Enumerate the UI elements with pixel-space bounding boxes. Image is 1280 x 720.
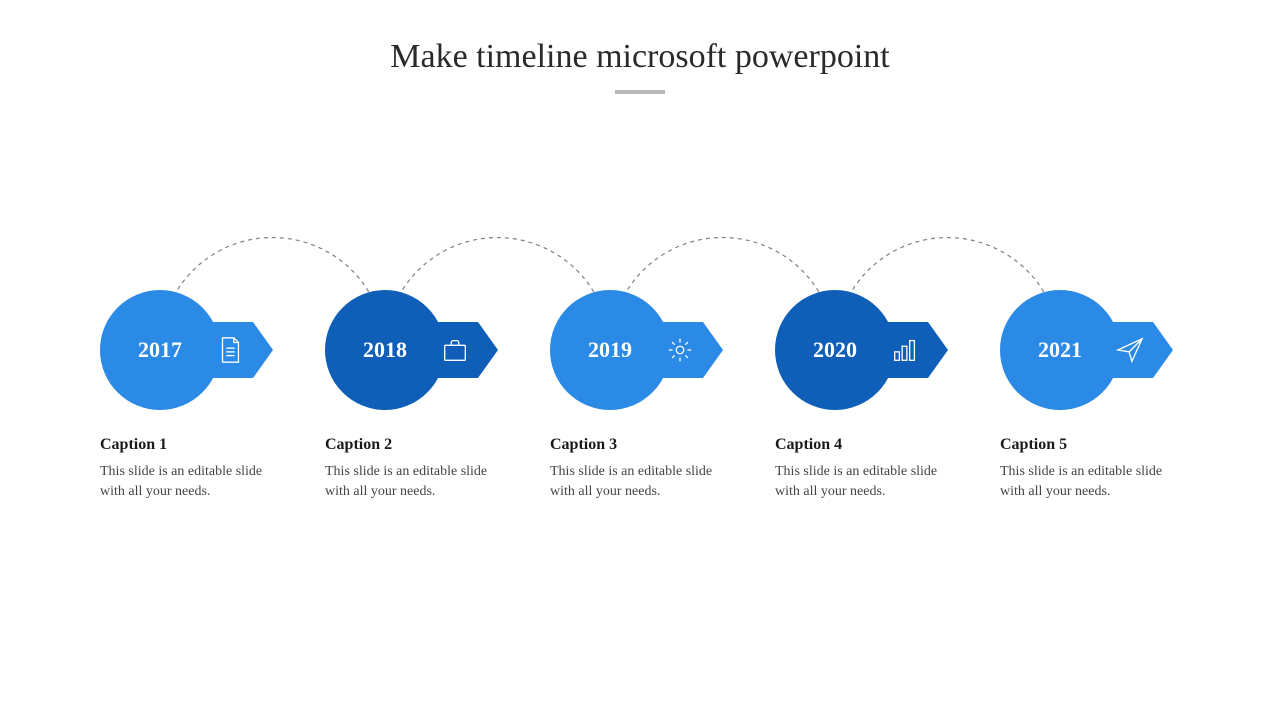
arrow-head [703,322,723,378]
year-label: 2019 [588,337,632,363]
caption-title: Caption 3 [550,436,740,454]
arrow-head [253,322,273,378]
caption-body: This slide is an editable slide with all… [550,462,740,503]
paperplane-icon [1112,332,1148,368]
timeline-node: 2019 Caption 3 This slide is an editable… [550,290,775,503]
timeline-node: 2017 Caption 1 This slide is an editable… [100,290,325,503]
caption-block: Caption 4 This slide is an editable slid… [775,436,965,503]
timeline: 2017 Caption 1 This slide is an editable… [0,160,1280,580]
title-block: Make timeline microsoft powerpoint [0,0,1280,94]
arrow-head [1153,322,1173,378]
caption-body: This slide is an editable slide with all… [100,462,290,503]
caption-title: Caption 1 [100,436,290,454]
year-circle: 2021 [1000,290,1120,410]
caption-title: Caption 2 [325,436,515,454]
gear-icon [662,332,698,368]
timeline-node: 2020 Caption 4 This slide is an editable… [775,290,1000,503]
year-circle: 2020 [775,290,895,410]
year-label: 2017 [138,337,182,363]
caption-block: Caption 3 This slide is an editable slid… [550,436,740,503]
node-shape: 2018 [325,290,505,410]
node-shape: 2019 [550,290,730,410]
timeline-node: 2021 Caption 5 This slide is an editable… [1000,290,1225,503]
year-label: 2018 [363,337,407,363]
caption-block: Caption 1 This slide is an editable slid… [100,436,290,503]
caption-body: This slide is an editable slide with all… [1000,462,1190,503]
timeline-node: 2018 Caption 2 This slide is an editable… [325,290,550,503]
arrow-head [478,322,498,378]
node-shape: 2017 [100,290,280,410]
caption-block: Caption 5 This slide is an editable slid… [1000,436,1190,503]
year-label: 2020 [813,337,857,363]
node-shape: 2021 [1000,290,1180,410]
year-circle: 2017 [100,290,220,410]
briefcase-icon [437,332,473,368]
caption-title: Caption 5 [1000,436,1190,454]
document-icon [212,332,248,368]
caption-body: This slide is an editable slide with all… [775,462,965,503]
caption-body: This slide is an editable slide with all… [325,462,515,503]
year-circle: 2018 [325,290,445,410]
year-label: 2021 [1038,337,1082,363]
caption-block: Caption 2 This slide is an editable slid… [325,436,515,503]
year-circle: 2019 [550,290,670,410]
title-underline [615,90,665,94]
caption-title: Caption 4 [775,436,965,454]
bars-icon [887,332,923,368]
node-shape: 2020 [775,290,955,410]
arrow-head [928,322,948,378]
slide-title: Make timeline microsoft powerpoint [0,38,1280,76]
